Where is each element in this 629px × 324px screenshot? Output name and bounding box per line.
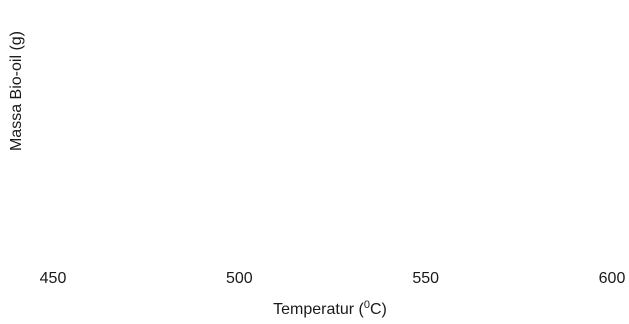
x-tick-label: 450 xyxy=(40,270,67,287)
x-tick-label: 600 xyxy=(599,270,626,287)
x-axis-label: Temperatur (0C) xyxy=(273,299,387,318)
x-axis-ticks: 450 500 550 600 xyxy=(40,270,626,287)
x-axis-label-tail: C) xyxy=(370,301,387,318)
x-axis-label-superscript: 0 xyxy=(364,299,370,311)
x-tick-label: 550 xyxy=(412,270,439,287)
x-tick-label: 500 xyxy=(226,270,253,287)
x-axis-label-text: Temperatur ( xyxy=(273,301,364,318)
y-axis-label: Massa Bio-oil (g) xyxy=(8,31,25,151)
